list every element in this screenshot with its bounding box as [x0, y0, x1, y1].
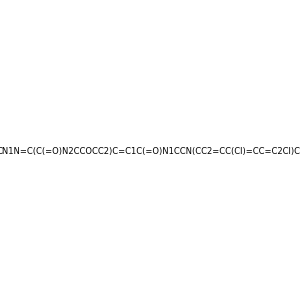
- Text: CN1N=C(C(=O)N2CCOCC2)C=C1C(=O)N1CCN(CC2=CC(Cl)=CC=C2Cl)CC1: CN1N=C(C(=O)N2CCOCC2)C=C1C(=O)N1CCN(CC2=…: [0, 147, 300, 156]
